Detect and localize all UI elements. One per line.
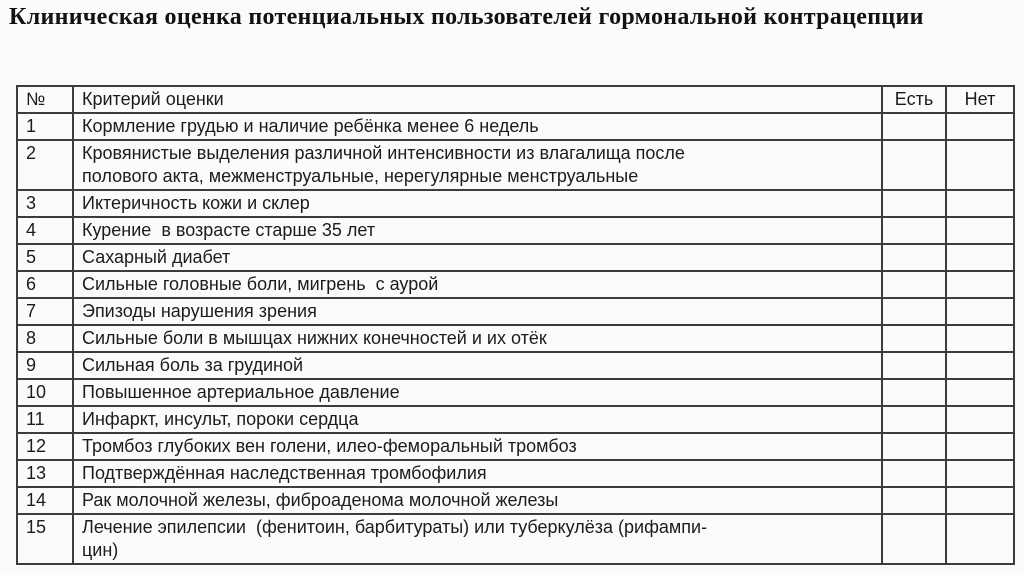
row-number: 14: [16, 486, 74, 515]
no-cell: [945, 459, 1015, 488]
page-title: Клиническая оценка потенциальных пользов…: [9, 4, 924, 30]
row-number: 1: [16, 112, 74, 141]
table-row: 4 Курение в возрасте старше 35 лет: [16, 216, 1015, 245]
row-number: 8: [16, 324, 74, 353]
row-number: 2: [16, 139, 74, 191]
criterion-cell: Повышенное артериальное давление: [72, 378, 883, 407]
yes-cell: [881, 486, 947, 515]
table-row: 12 Тромбоз глубоких вен голени, илео-фем…: [16, 432, 1015, 461]
column-header-number: №: [16, 85, 74, 114]
column-header-no: Нет: [945, 85, 1015, 114]
column-header-criterion: Критерий оценки: [72, 85, 883, 114]
table-row: 8 Сильные боли в мышцах нижних конечност…: [16, 324, 1015, 353]
no-cell: [945, 486, 1015, 515]
no-cell: [945, 216, 1015, 245]
no-cell: [945, 189, 1015, 218]
criterion-cell: Инфаркт, инсульт, пороки сердца: [72, 405, 883, 434]
table-row: 15 Лечение эпилепсии (фенитоин, барбитур…: [16, 513, 1015, 565]
criterion-cell: Рак молочной железы, фиброаденома молочн…: [72, 486, 883, 515]
table-row: 11 Инфаркт, инсульт, пороки сердца: [16, 405, 1015, 434]
column-header-yes: Есть: [881, 85, 947, 114]
row-number: 13: [16, 459, 74, 488]
table-row: 10 Повышенное артериальное давление: [16, 378, 1015, 407]
no-cell: [945, 351, 1015, 380]
no-cell: [945, 513, 1015, 565]
yes-cell: [881, 351, 947, 380]
row-number: 7: [16, 297, 74, 326]
criterion-cell: Курение в возрасте старше 35 лет: [72, 216, 883, 245]
no-cell: [945, 432, 1015, 461]
criterion-cell: Сильные боли в мышцах нижних конечностей…: [72, 324, 883, 353]
criterion-cell: Сахарный диабет: [72, 243, 883, 272]
criterion-cell: Подтверждённая наследственная тромбофили…: [72, 459, 883, 488]
yes-cell: [881, 139, 947, 191]
row-number: 11: [16, 405, 74, 434]
table-row: 6 Сильные головные боли, мигрень с аурой: [16, 270, 1015, 299]
table-row: 13 Подтверждённая наследственная тромбоф…: [16, 459, 1015, 488]
criterion-cell: Иктеричность кожи и склер: [72, 189, 883, 218]
row-number: 4: [16, 216, 74, 245]
table-row: 2 Кровянистые выделения различной интенс…: [16, 139, 1015, 191]
no-cell: [945, 324, 1015, 353]
table-row: 3 Иктеричность кожи и склер: [16, 189, 1015, 218]
yes-cell: [881, 378, 947, 407]
table-row: 14 Рак молочной железы, фиброаденома мол…: [16, 486, 1015, 515]
no-cell: [945, 270, 1015, 299]
row-number: 9: [16, 351, 74, 380]
table-row: 5 Сахарный диабет: [16, 243, 1015, 272]
criterion-cell: Тромбоз глубоких вен голени, илео-фемора…: [72, 432, 883, 461]
no-cell: [945, 139, 1015, 191]
yes-cell: [881, 324, 947, 353]
row-number: 12: [16, 432, 74, 461]
yes-cell: [881, 270, 947, 299]
criterion-cell: Кровянистые выделения различной интенсив…: [72, 139, 883, 191]
yes-cell: [881, 216, 947, 245]
yes-cell: [881, 459, 947, 488]
row-number: 6: [16, 270, 74, 299]
table-header-row: № Критерий оценки Есть Нет: [16, 85, 1015, 114]
criterion-cell: Сильная боль за грудиной: [72, 351, 883, 380]
row-number: 3: [16, 189, 74, 218]
assessment-table: № Критерий оценки Есть Нет 1 Кормление г…: [16, 85, 1015, 565]
no-cell: [945, 112, 1015, 141]
criterion-cell: Эпизоды нарушения зрения: [72, 297, 883, 326]
yes-cell: [881, 112, 947, 141]
yes-cell: [881, 432, 947, 461]
yes-cell: [881, 513, 947, 565]
no-cell: [945, 378, 1015, 407]
table-row: 9 Сильная боль за грудиной: [16, 351, 1015, 380]
yes-cell: [881, 189, 947, 218]
no-cell: [945, 297, 1015, 326]
row-number: 15: [16, 513, 74, 565]
criterion-cell: Лечение эпилепсии (фенитоин, барбитураты…: [72, 513, 883, 565]
criterion-cell: Сильные головные боли, мигрень с аурой: [72, 270, 883, 299]
yes-cell: [881, 405, 947, 434]
no-cell: [945, 243, 1015, 272]
no-cell: [945, 405, 1015, 434]
table-row: 1 Кормление грудью и наличие ребёнка мен…: [16, 112, 1015, 141]
criterion-cell: Кормление грудью и наличие ребёнка менее…: [72, 112, 883, 141]
yes-cell: [881, 297, 947, 326]
row-number: 5: [16, 243, 74, 272]
yes-cell: [881, 243, 947, 272]
table-row: 7 Эпизоды нарушения зрения: [16, 297, 1015, 326]
row-number: 10: [16, 378, 74, 407]
